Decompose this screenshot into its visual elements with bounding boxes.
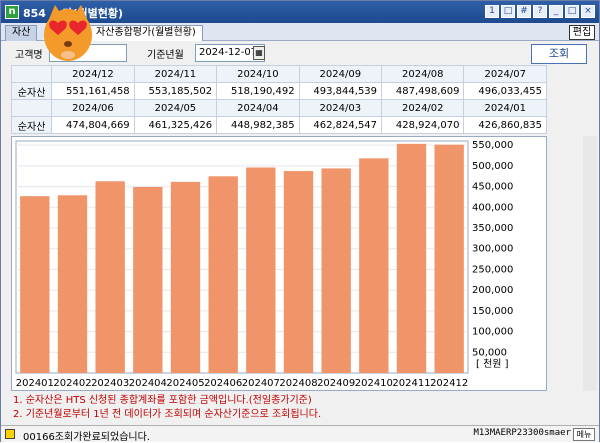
table-header-cell: 2024/08: [381, 65, 465, 83]
y-tick-label: 100,000: [472, 327, 513, 338]
notes: 1. 순자산은 HTS 신청된 종합계좌를 포함한 금액입니다.(전일종가기준)…: [13, 394, 321, 422]
base-month-label: 기준년월: [147, 50, 184, 61]
table-header-row: 2024/12 2024/11 2024/10 2024/09 2024/08 …: [10, 65, 547, 83]
table-header-cell: 2024/06: [51, 99, 135, 117]
x-tick-label: 202403: [91, 378, 129, 389]
bar-202412[interactable]: [434, 144, 464, 373]
maximize-button[interactable]: □: [565, 5, 579, 18]
x-tick-label: 202407: [242, 378, 280, 389]
status-info-icon: [5, 429, 15, 439]
edit-button[interactable]: 편집: [569, 25, 595, 40]
bar-202401[interactable]: [20, 196, 50, 373]
bar-202407[interactable]: [246, 167, 276, 373]
pin-button[interactable]: #: [517, 5, 531, 18]
table-cell: 493,844,539: [298, 82, 383, 100]
table-cell: 551,161,458: [51, 82, 135, 100]
query-button[interactable]: 조회: [531, 44, 587, 64]
mascot-sticker-icon: [44, 5, 92, 61]
bar-202411[interactable]: [396, 143, 427, 373]
table-row-label: 순자산: [10, 116, 53, 134]
bar-202402[interactable]: [57, 195, 88, 373]
table-header-cell: 2024/03: [298, 99, 383, 117]
calendar-icon[interactable]: ▦: [253, 46, 265, 60]
bar-202409[interactable]: [321, 168, 351, 373]
base-month-field[interactable]: 2024-12-07: [195, 44, 265, 62]
link-number-button[interactable]: 1: [485, 5, 499, 18]
y-tick-label: 150,000: [472, 306, 513, 317]
table-header-cell: 2024/01: [463, 99, 547, 117]
table-header-cell: 2024/07: [463, 65, 547, 83]
close-button[interactable]: ×: [581, 5, 595, 18]
table-header-cell: 2024/04: [216, 99, 300, 117]
note-line: 1. 순자산은 HTS 신청된 종합계좌를 포함한 금액입니다.(전일종가기준): [13, 395, 312, 406]
y-tick-label: 250,000: [472, 264, 513, 275]
table-cell: 553,185,502: [133, 82, 218, 100]
x-tick-label: 202401: [16, 378, 54, 389]
bar-202408[interactable]: [283, 171, 314, 373]
screen-code: M13MAERP23300smaer: [473, 428, 571, 438]
table-cell: 428,924,070: [381, 116, 465, 134]
y-tick-label: 500,000: [472, 161, 513, 172]
note-line: 2. 기준년월로부터 1년 전 데이터가 조회되며 순자산기준으로 조회됩니다.: [13, 409, 322, 420]
y-tick-label: 300,000: [472, 244, 513, 255]
menu-dropdown[interactable]: 메뉴: [573, 428, 595, 441]
bar-202403[interactable]: [95, 181, 125, 373]
table-cell: 474,804,669: [51, 116, 135, 134]
table-header-row: 2024/06 2024/05 2024/04 2024/03 2024/02 …: [10, 99, 547, 117]
table-header-cell: 2024/11: [133, 65, 218, 83]
tab-bar: 자산 자산종합평가(월별현황) 편집: [1, 23, 599, 41]
x-tick-label: 202404: [129, 378, 167, 389]
x-tick-label: 202412: [430, 378, 468, 389]
table-row-label: 순자산: [10, 82, 53, 100]
unit-label: [ 천원 ]: [476, 358, 509, 370]
customer-label: 고객명: [15, 50, 43, 61]
y-tick-label: 50,000: [472, 347, 507, 358]
table-header-cell: 2024/05: [133, 99, 218, 117]
table-row: 순자산 474,804,669 461,325,426 448,982,385 …: [10, 116, 547, 134]
table-row: 순자산 551,161,458 553,185,502 518,190,492 …: [10, 82, 547, 100]
y-tick-label: 450,000: [472, 182, 513, 193]
table-header-cell: 2024/09: [298, 65, 383, 83]
x-tick-label: 202402: [53, 378, 91, 389]
plot-area: [15, 140, 469, 374]
app-logo-icon: n: [5, 5, 19, 19]
bar-202410[interactable]: [359, 158, 389, 373]
y-tick-label: 550,000: [472, 140, 513, 151]
table-header-cell: 2024/02: [381, 99, 465, 117]
x-tick-label: 202408: [279, 378, 317, 389]
table-cell: 426,860,835: [463, 116, 547, 134]
y-tick-label: 400,000: [472, 202, 513, 213]
table-cell: 487,498,609: [381, 82, 465, 100]
status-bar: 00166조회가완료되었습니다. M13MAERP23300smaer 메뉴: [1, 425, 599, 443]
net-asset-table: 2024/12 2024/11 2024/10 2024/09 2024/08 …: [10, 65, 547, 134]
bar-202406[interactable]: [208, 176, 238, 373]
table-cell: 448,982,385: [216, 116, 300, 134]
x-tick-label: 202410: [355, 378, 393, 389]
x-tick-label: 202405: [166, 378, 204, 389]
table-cell: 518,190,492: [216, 82, 300, 100]
minimize-button[interactable]: _: [549, 5, 563, 18]
table-header-cell: 2024/12: [51, 65, 135, 83]
tab-asset[interactable]: 자산: [5, 25, 38, 41]
tab-asset-monthly[interactable]: 자산종합평가(월별현황): [89, 25, 203, 41]
table-cell: 462,824,547: [298, 116, 383, 134]
x-tick-label: 202409: [317, 378, 355, 389]
x-tick-label: 202406: [204, 378, 242, 389]
table-header-cell: 2024/10: [216, 65, 300, 83]
bar-202404[interactable]: [133, 186, 163, 373]
chart-svg: 50,000 100,000 150,000 200,000 250,000 300,00…: [15, 140, 513, 389]
help-button[interactable]: ?: [533, 5, 547, 18]
title-buttons: 1 □ # ? _ □ ×: [485, 5, 595, 18]
y-tick-label: 350,000: [472, 223, 513, 234]
vertical-scrollbar[interactable]: [583, 136, 597, 391]
copy-window-button[interactable]: □: [501, 5, 515, 18]
table-cell: 496,033,455: [463, 82, 547, 100]
y-tick-label: 200,000: [472, 285, 513, 296]
status-message: 00166조회가완료되었습니다.: [23, 432, 150, 443]
net-asset-chart: 50,000 100,000 150,000 200,000 250,000 300,00…: [11, 136, 547, 391]
table-cell: 461,325,426: [133, 116, 218, 134]
x-tick-label: 202411: [392, 378, 430, 389]
bar-202405[interactable]: [170, 181, 201, 373]
